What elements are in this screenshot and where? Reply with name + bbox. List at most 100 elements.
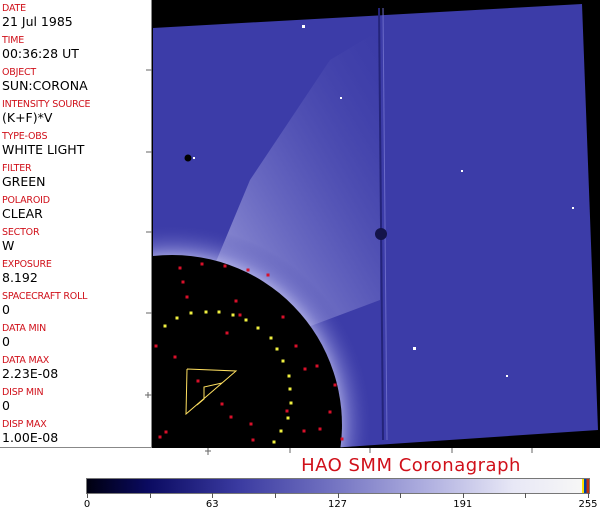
- colorbar-tick: [337, 493, 339, 498]
- marker-dot: [154, 344, 158, 348]
- marker-dot: [217, 310, 221, 314]
- field-label: FILTER: [2, 163, 32, 174]
- marker-dot: [234, 299, 238, 303]
- header-info-panel: DATE 21 Jul 1985 TIME 00:36:28 UT OBJECT SU…: [0, 0, 152, 448]
- field-label: EXPOSURE: [2, 259, 52, 270]
- marker-dot: [173, 355, 177, 359]
- marker-dot: [246, 268, 250, 272]
- field-value: SUN:CORONA: [2, 78, 88, 93]
- marker-dot: [318, 427, 322, 431]
- marker-dot: [281, 359, 285, 363]
- marker-dot: [185, 295, 189, 299]
- field-value: 0: [2, 334, 10, 349]
- field-value: 2.23E-08: [2, 366, 59, 381]
- field-label: DATA MAX: [2, 355, 50, 366]
- field-label: DATE: [2, 3, 26, 14]
- marker-dot: [315, 364, 319, 368]
- marker-dot: [220, 402, 224, 406]
- field-label: SPACECRAFT ROLL: [2, 291, 88, 302]
- field-value: (K+F)*V: [2, 110, 53, 125]
- colorbar-tick: [400, 493, 402, 498]
- colorbar-tick: [525, 493, 527, 498]
- marker-dot: [256, 326, 260, 330]
- colorbar-tick: [149, 493, 151, 498]
- colorbar-tick-label: 127: [327, 499, 348, 510]
- colorbar-tick: [588, 493, 589, 498]
- marker-dot: [251, 438, 255, 442]
- field-value: W: [2, 238, 15, 253]
- field-data-max: DATA MAX 2.23E-08: [2, 355, 58, 381]
- field-filter: FILTER GREEN: [2, 163, 46, 189]
- field-label: TYPE-OBS: [2, 131, 48, 142]
- marker-dot: [178, 266, 182, 270]
- field-type-obs: TYPE-OBS WHITE LIGHT: [2, 131, 84, 157]
- pylon-blob: [375, 228, 387, 240]
- marker-dot: [231, 313, 235, 317]
- colorbar-tick: [212, 493, 214, 498]
- coronagraph-image: [152, 0, 600, 448]
- marker-dot: [294, 344, 298, 348]
- field-disp-min: DISP MIN 0: [2, 387, 44, 413]
- colorbar: [86, 478, 590, 494]
- occulter-pylon: [378, 7, 384, 441]
- marker-dot: [272, 440, 276, 444]
- field-date: DATE 21 Jul 1985: [2, 3, 73, 29]
- marker-dot: [244, 318, 248, 322]
- marker-dot: [249, 422, 253, 426]
- marker-dot: [340, 437, 344, 441]
- field-label: SECTOR: [2, 227, 40, 238]
- marker-dot: [285, 409, 289, 413]
- marker-dot: [225, 331, 229, 335]
- field-label: DISP MIN: [2, 387, 44, 398]
- marker-dot: [181, 280, 185, 284]
- field-value: 00:36:28 UT: [2, 46, 79, 61]
- marker-dot: [288, 387, 292, 391]
- field-label: TIME: [2, 35, 25, 46]
- field-value: 21 Jul 1985: [2, 14, 73, 29]
- marker-dot: [302, 429, 306, 433]
- marker-dot: [275, 347, 279, 351]
- instrument-title: HAO SMM Coronagraph: [301, 455, 521, 476]
- field-value: 8.192: [2, 270, 38, 285]
- colorbar-tick-label: 191: [453, 499, 473, 510]
- field-data-min: DATA MIN 0: [2, 323, 46, 349]
- marker-dot: [281, 315, 285, 319]
- field-exposure: EXPOSURE 8.192: [2, 259, 52, 285]
- marker-dot: [158, 435, 162, 439]
- marker-dot: [303, 367, 307, 371]
- marker-dot: [287, 374, 291, 378]
- field-spacecraft-roll: SPACECRAFT ROLL 0: [2, 291, 87, 317]
- marker-dot: [269, 336, 273, 340]
- field-time: TIME 00:36:28 UT: [2, 35, 79, 61]
- marker-dot: [196, 379, 200, 383]
- colorbar-tick: [274, 493, 276, 498]
- marker-dot: [189, 311, 193, 315]
- field-value: CLEAR: [2, 206, 43, 221]
- region-outline: [185, 368, 238, 416]
- field-polaroid: POLAROID CLEAR: [2, 195, 50, 221]
- marker-dot: [289, 401, 293, 405]
- colorbar-tick-label: 63: [205, 499, 219, 510]
- field-label: POLAROID: [2, 195, 50, 206]
- marker-dot: [229, 415, 233, 419]
- occulter-disk: [153, 254, 342, 448]
- marker-dot: [266, 273, 270, 277]
- field-object: OBJECT SUN:CORONA: [2, 67, 88, 93]
- field-label: DATA MIN: [2, 323, 46, 334]
- colorbar-tick-label: 0: [83, 499, 91, 510]
- marker-dot: [279, 429, 283, 433]
- marker-dot: [164, 430, 168, 434]
- field-disp-max: DISP MAX 1.00E-08: [2, 419, 58, 445]
- overlay-markers: [154, 262, 344, 444]
- marker-dot: [204, 310, 208, 314]
- field-sector: SECTOR W: [2, 227, 40, 253]
- marker-dot: [286, 416, 290, 420]
- marker-dot: [175, 316, 179, 320]
- colorbar-tick: [87, 493, 88, 498]
- field-label: DISP MAX: [2, 419, 47, 430]
- field-intensity-source: INTENSITY SOURCE (K+F)*V: [2, 99, 91, 125]
- marker-dot: [328, 410, 332, 414]
- stars: [193, 25, 574, 377]
- marker-dot: [163, 324, 167, 328]
- field-value: GREEN: [2, 174, 46, 189]
